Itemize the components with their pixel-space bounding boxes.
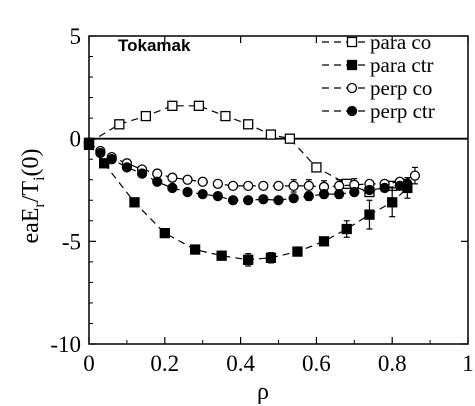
data-point <box>318 236 330 247</box>
data-point <box>159 227 170 239</box>
data-point <box>220 110 231 122</box>
x-tick-label: 0.8 <box>378 351 407 376</box>
data-point <box>284 133 296 144</box>
data-point <box>212 191 224 202</box>
data-point <box>212 178 224 189</box>
data-point <box>243 254 254 265</box>
legend-item: perp ctr <box>322 99 435 123</box>
y-tick-label: -10 <box>50 332 81 357</box>
legend-marker <box>346 82 358 94</box>
data-point <box>243 119 254 130</box>
data-point <box>258 194 269 205</box>
data-point <box>167 100 178 111</box>
data-point <box>273 195 284 206</box>
plot-axes: 0 0.2 0.4 0.6 0.8 1 5 0 -5 -10 <box>50 24 473 376</box>
y-tick-label: 0 <box>70 127 82 152</box>
data-point <box>387 197 398 208</box>
data-point <box>364 184 375 196</box>
data-point <box>140 110 152 122</box>
data-point <box>83 137 95 148</box>
data-point <box>243 195 254 206</box>
data-point <box>182 174 193 185</box>
x-tick-label: 0.6 <box>302 351 331 376</box>
data-point <box>95 147 106 159</box>
data-point <box>364 209 375 220</box>
series-line <box>88 144 408 261</box>
y-axis-label-mid: /T <box>18 181 44 203</box>
legend-label: para ctr <box>370 53 434 77</box>
data-point <box>303 180 314 192</box>
data-point <box>167 172 178 183</box>
data-point <box>193 100 205 111</box>
legend-marker <box>346 105 358 117</box>
legend-marker <box>346 59 358 71</box>
data-point <box>303 191 314 202</box>
x-tick-label: 0 <box>83 351 95 376</box>
data-point <box>318 188 330 200</box>
data-point <box>182 186 193 198</box>
y-axis-label-main: eaE <box>18 208 44 244</box>
data-point <box>288 180 299 192</box>
data-point <box>129 197 140 208</box>
y-tick-label: -5 <box>62 229 81 254</box>
data-point <box>265 129 277 140</box>
y-axis-label-sub2: i <box>31 176 48 181</box>
data-point <box>216 250 227 261</box>
data-point <box>197 176 208 187</box>
data-point <box>167 182 178 194</box>
legend-label: perp co <box>370 76 432 100</box>
legend-item: para ctr <box>322 53 434 77</box>
y-axis-label: eaEr/Ti(0) <box>18 148 48 243</box>
data-point <box>349 186 360 198</box>
x-tick-label: 0.2 <box>150 351 179 376</box>
data-point <box>227 180 239 192</box>
series-para-ctr <box>83 139 413 267</box>
x-tick-label: 1 <box>462 351 474 376</box>
data-point <box>121 162 133 173</box>
data-point <box>197 188 208 200</box>
data-point <box>409 170 421 181</box>
series-perp-ctr <box>83 137 413 206</box>
plot-series <box>83 100 421 267</box>
x-axis-label: ρ <box>257 379 269 405</box>
data-point <box>341 223 352 235</box>
data-point <box>379 182 390 194</box>
data-point <box>288 193 299 204</box>
data-point <box>136 168 148 179</box>
data-point <box>152 176 163 187</box>
data-point <box>189 244 201 255</box>
x-tick-label: 0.4 <box>226 351 255 376</box>
data-point <box>227 195 239 206</box>
data-point <box>273 180 284 192</box>
data-point <box>258 180 269 192</box>
data-point <box>292 246 303 257</box>
series-line <box>88 142 408 201</box>
data-point <box>311 162 322 173</box>
y-axis-label-end: (0) <box>18 148 44 176</box>
data-point <box>114 119 125 130</box>
data-point <box>243 180 254 192</box>
legend-label: para co <box>370 30 431 54</box>
data-point <box>106 154 117 165</box>
legend-marker <box>346 36 358 48</box>
y-tick-label: 5 <box>70 24 82 49</box>
annotation-tokamak: Tokamak <box>118 36 191 55</box>
data-point <box>333 188 345 200</box>
data-point <box>402 178 413 189</box>
data-point <box>265 252 277 263</box>
legend-item: para co <box>322 30 431 54</box>
legend-label: perp ctr <box>370 99 435 123</box>
plot-labels: Tokamak ρ eaEr/Ti(0) <box>18 36 269 405</box>
y-axis-label-sub1: r <box>31 202 48 208</box>
legend-item: perp co <box>322 76 432 100</box>
